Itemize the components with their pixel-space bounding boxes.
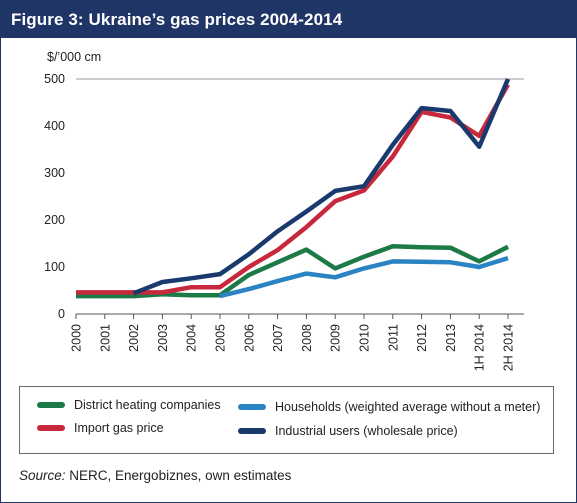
x-tick-label: 2007 (271, 324, 285, 352)
legend-item-import-gas: Import gas price (37, 421, 164, 435)
x-tick-label: 2002 (127, 324, 141, 352)
x-tick-label: 2003 (156, 324, 170, 352)
series-line-district-heating (76, 244, 510, 299)
x-tick-label: 2004 (185, 324, 199, 352)
series-line-import-gas (76, 83, 510, 295)
source-prefix: Source: (19, 468, 66, 483)
legend-label-import-gas: Import gas price (74, 421, 164, 435)
source-text: NERC, Energobiznes, own estimates (65, 468, 292, 483)
y-tick-label: 400 (44, 119, 65, 133)
x-tick-label: 1H 2014 (473, 324, 487, 371)
series-line-households (219, 255, 509, 299)
figure-title: Figure 3: Ukraine’s gas prices 2004-2014 (11, 10, 343, 29)
x-tick-label: 2008 (300, 324, 314, 352)
axes: 0 100 200 300 400 500 2000 2001 2002 2003 2004 2005… (44, 72, 524, 371)
y-tick-label: 0 (58, 307, 65, 321)
x-tick-label: 2009 (329, 324, 343, 352)
legend: District heating companies Households (w… (19, 386, 554, 454)
x-tick-label: 2012 (415, 324, 429, 352)
legend-item-industrial: Industrial users (wholesale price) (238, 424, 458, 438)
y-axis-label: $/’000 cm (47, 50, 101, 64)
series-line-industrial (132, 78, 511, 296)
source-note: Source: NERC, Energobiznes, own estimate… (19, 468, 291, 483)
y-tick-label: 100 (44, 260, 65, 274)
line-chart: $/’000 cm 0 100 200 300 400 500 2000 2001 2002 20… (44, 50, 524, 371)
figure-header: Figure 3: Ukraine’s gas prices 2004-2014 (1, 1, 576, 38)
legend-label-industrial: Industrial users (wholesale price) (275, 424, 458, 438)
y-tick-label: 200 (44, 213, 65, 227)
legend-swatch-import-gas (37, 425, 65, 431)
legend-item-district-heating: District heating companies (37, 398, 221, 412)
x-tick-label: 2006 (242, 324, 256, 352)
legend-item-households: Households (weighted average without a m… (238, 400, 540, 414)
y-tick-label: 500 (44, 72, 65, 86)
x-tick-label: 2013 (444, 324, 458, 352)
x-tick-label: 2H 2014 (502, 324, 516, 371)
series-layer (76, 78, 511, 299)
legend-swatch-district-heating (37, 402, 65, 408)
x-tick-label: 2011 (386, 324, 400, 351)
legend-swatch-households (238, 404, 266, 410)
legend-label-district-heating: District heating companies (74, 398, 221, 412)
x-tick-label: 2000 (70, 324, 84, 352)
x-tick-label: 2005 (214, 324, 228, 352)
legend-swatch-industrial (238, 428, 266, 434)
x-tick-label: 2001 (98, 324, 112, 352)
x-tick-label: 2010 (358, 324, 372, 352)
legend-label-households: Households (weighted average without a m… (275, 400, 541, 414)
y-tick-label: 300 (44, 166, 65, 180)
